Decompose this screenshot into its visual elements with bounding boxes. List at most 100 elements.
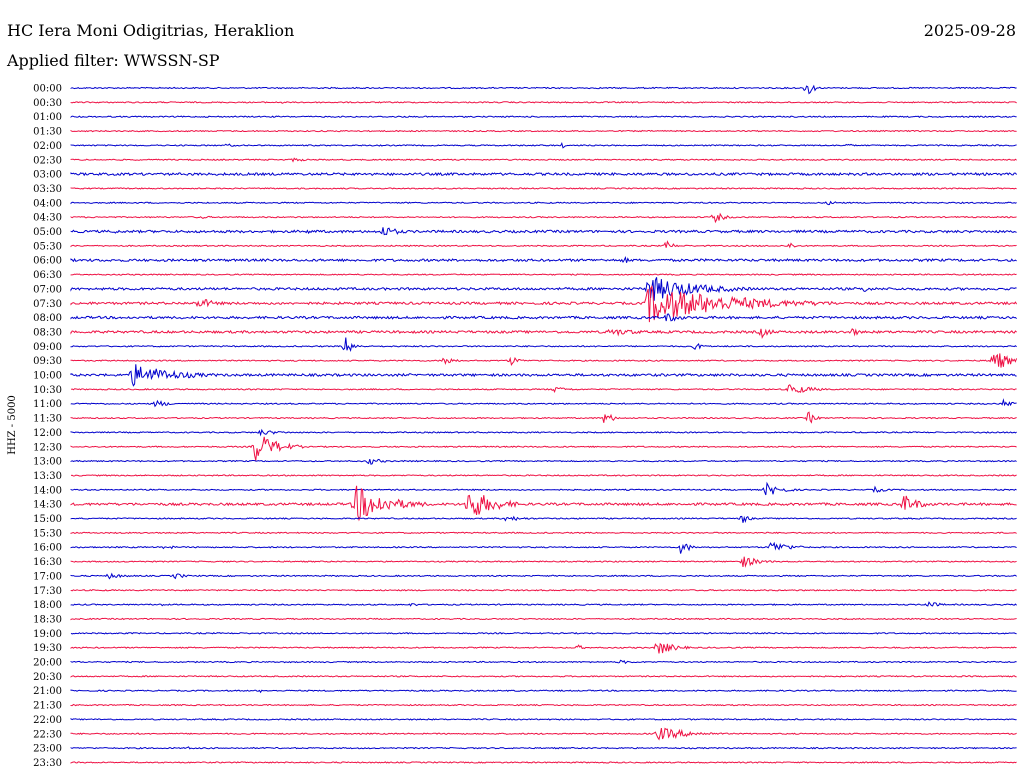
row-time-label: 12:30 — [33, 442, 62, 453]
row-time-label: 00:00 — [33, 84, 62, 95]
row-time-label: 05:00 — [33, 227, 62, 238]
row-time-label: 14:30 — [33, 500, 62, 511]
seismic-trace — [70, 398, 1017, 408]
seismic-trace — [70, 277, 1017, 301]
row-time-label: 05:30 — [33, 241, 62, 252]
row-time-label: 20:30 — [33, 672, 62, 683]
seismic-trace — [70, 556, 1017, 568]
row-time-label: 06:00 — [33, 256, 62, 267]
row-time-label: 01:00 — [33, 112, 62, 123]
row-time-label: 20:00 — [33, 658, 62, 669]
seismic-trace — [70, 101, 1017, 104]
row-time-label: 07:00 — [33, 284, 62, 295]
row-time-label: 16:00 — [33, 543, 62, 554]
seismic-trace — [70, 384, 1017, 393]
seismic-trace — [70, 617, 1017, 621]
row-time-label: 21:30 — [33, 701, 62, 712]
filter-label: Applied filter: WWSSN-SP — [6, 51, 220, 70]
seismic-trace — [70, 115, 1017, 118]
seismic-trace — [70, 761, 1017, 764]
seismic-trace — [70, 458, 1017, 465]
row-time-label: 17:30 — [33, 586, 62, 597]
seismic-trace — [70, 187, 1017, 190]
seismic-trace — [70, 142, 1017, 149]
row-time-label: 04:30 — [33, 213, 62, 224]
row-time-label: 18:00 — [33, 600, 62, 611]
row-time-label: 00:30 — [33, 98, 62, 109]
row-time-label: 23:30 — [33, 758, 62, 769]
seismic-trace — [70, 718, 1017, 721]
seismic-trace — [70, 632, 1017, 635]
seismic-trace — [70, 171, 1017, 177]
seismic-trace — [70, 474, 1017, 477]
seismic-trace — [70, 212, 1017, 224]
row-time-label: 22:00 — [33, 715, 62, 726]
row-time-label: 11:00 — [33, 399, 62, 410]
row-time-label: 13:00 — [33, 457, 62, 468]
seismic-trace — [70, 436, 1017, 461]
row-time-label: 19:00 — [33, 629, 62, 640]
seismic-trace — [70, 273, 1017, 276]
seismic-trace — [70, 337, 1017, 352]
row-time-label: 19:30 — [33, 643, 62, 654]
seismic-trace — [70, 353, 1018, 368]
seismic-trace — [70, 642, 1017, 654]
date-label: 2025-09-28 — [924, 21, 1016, 40]
row-time-label: 10:00 — [33, 371, 62, 382]
seismic-trace — [70, 481, 1017, 496]
row-time-label: 09:00 — [33, 342, 62, 353]
row-time-label: 13:30 — [33, 471, 62, 482]
row-time-label: 02:00 — [33, 141, 62, 152]
seismic-trace — [70, 589, 1017, 592]
station-title: HC Iera Moni Odigitrias, Heraklion — [7, 21, 294, 40]
seismic-trace — [70, 411, 1017, 424]
row-time-label: 15:00 — [33, 514, 62, 525]
seismic-trace — [70, 428, 1017, 437]
trace-rows: 00:00 00:30 01:00 01:30 02:00 02:30 03:00 03:30… — [33, 84, 1018, 769]
row-time-label: 22:30 — [33, 729, 62, 740]
seismic-trace — [70, 541, 1017, 554]
row-time-label: 09:30 — [33, 356, 62, 367]
row-time-label: 17:00 — [33, 571, 62, 582]
row-time-label: 16:30 — [33, 557, 62, 568]
row-time-label: 12:00 — [33, 428, 62, 439]
seismic-trace — [70, 572, 1017, 580]
seismic-trace — [70, 703, 1017, 707]
row-time-label: 03:00 — [33, 170, 62, 181]
row-time-label: 04:00 — [33, 198, 62, 209]
row-time-label: 01:30 — [33, 127, 62, 138]
seismic-trace — [70, 746, 1017, 750]
seismic-trace — [70, 659, 1017, 665]
seismic-trace — [70, 727, 1017, 741]
seismic-trace — [70, 675, 1017, 678]
seismic-trace — [70, 255, 1017, 264]
row-time-label: 02:30 — [33, 155, 62, 166]
row-time-label: 15:30 — [33, 528, 62, 539]
row-time-label: 11:30 — [33, 414, 62, 425]
row-time-label: 21:00 — [33, 686, 62, 697]
y-axis-label: HHZ - 5000 — [7, 395, 18, 455]
seismic-trace — [70, 129, 1017, 133]
seismic-trace — [70, 157, 1017, 163]
seismic-trace — [70, 531, 1017, 535]
row-time-label: 10:30 — [33, 385, 62, 396]
seismic-trace — [70, 84, 1017, 95]
seismic-trace — [70, 485, 1017, 522]
row-time-label: 23:00 — [33, 744, 62, 755]
seismic-trace — [70, 364, 1017, 387]
seismic-trace — [70, 285, 1018, 323]
seismic-trace — [70, 601, 1017, 607]
row-time-label: 18:30 — [33, 614, 62, 625]
seismic-trace — [70, 200, 1017, 206]
seismic-trace — [70, 328, 1017, 339]
row-time-label: 07:30 — [33, 299, 62, 310]
seismic-trace — [70, 515, 1017, 523]
row-time-label: 08:00 — [33, 313, 62, 324]
seismic-trace — [70, 689, 1017, 694]
row-time-label: 03:30 — [33, 184, 62, 195]
seismic-trace — [70, 240, 1017, 249]
row-time-label: 14:00 — [33, 485, 62, 496]
row-time-label: 06:30 — [33, 270, 62, 281]
seismic-trace — [70, 227, 1017, 236]
